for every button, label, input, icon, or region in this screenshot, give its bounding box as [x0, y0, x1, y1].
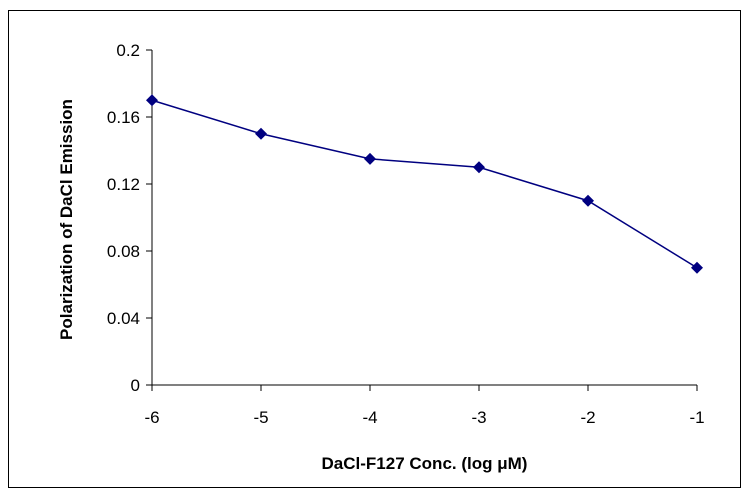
x-tick-label: -2 — [580, 408, 595, 427]
x-tick-label: -3 — [471, 408, 486, 427]
chart-frame — [8, 10, 741, 488]
x-tick-label: -5 — [253, 408, 268, 427]
y-axis-ticks: 0 0.04 0.08 0.12 0.16 0.2 — [107, 41, 152, 395]
y-axis-title: Polarization of DaCl Emission — [57, 99, 76, 340]
data-point-marker — [146, 94, 158, 107]
x-axis-title: DaCl-F127 Conc. (log μM) — [322, 454, 528, 473]
data-point-marker — [691, 261, 703, 274]
y-tick-label: 0.08 — [107, 242, 140, 261]
x-axis-ticks: -6 -5 -4 -3 -2 -1 — [144, 385, 705, 427]
y-tick-label: 0.04 — [107, 309, 140, 328]
data-point-marker — [473, 161, 485, 174]
y-tick-label: 0 — [131, 376, 140, 395]
x-tick-label: -1 — [689, 408, 704, 427]
data-point-marker — [582, 194, 594, 207]
y-tick-label: 0.2 — [116, 41, 140, 60]
y-tick-label: 0.12 — [107, 175, 140, 194]
data-point-marker — [255, 127, 267, 140]
series-line — [151, 99, 698, 269]
data-point-marker — [364, 152, 376, 165]
y-tick-label: 0.16 — [107, 108, 140, 127]
series-group — [146, 94, 703, 274]
x-tick-label: -6 — [144, 408, 159, 427]
x-tick-label: -4 — [362, 408, 377, 427]
